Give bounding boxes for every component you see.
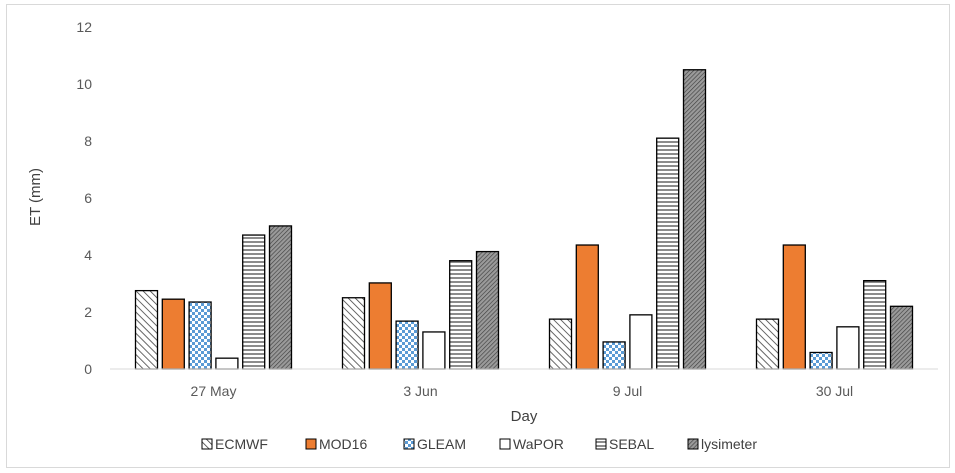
- legend-label-mod16: MOD16: [319, 436, 367, 452]
- x-tick-label: 30 Jul: [816, 383, 853, 399]
- bar-wapor-3-jun: [422, 331, 446, 370]
- legend-label-sebal: SEBAL: [609, 436, 654, 452]
- bar-mod16-27-may: [161, 298, 185, 370]
- bar-wapor-27-may: [215, 357, 239, 370]
- bar-gleam-30-jul: [809, 351, 833, 370]
- legend-swatch-mod16: [305, 438, 317, 450]
- bar-sebal-9-jul: [656, 137, 680, 370]
- bar-series: [134, 69, 914, 370]
- bar-lysimeter-27-may: [268, 225, 293, 370]
- y-axis-title: ET (mm): [27, 168, 44, 226]
- legend: ECMWF MOD16 GLEAM WaPOR SEBAL lysimeter: [201, 436, 757, 452]
- bar-sebal-3-jun: [449, 260, 473, 370]
- legend-swatch-lysimeter: [687, 438, 699, 450]
- legend-label-wapor: WaPOR: [513, 436, 564, 452]
- bar-wapor-30-jul: [836, 326, 860, 370]
- bar-ecmwf-9-jul: [548, 318, 573, 370]
- bar-mod16-3-jun: [368, 282, 392, 370]
- y-axis-tick-labels: 0 2 4 6 8 10 12: [76, 19, 92, 377]
- x-axis-title: Day: [511, 408, 538, 425]
- y-tick-label: 12: [76, 19, 92, 35]
- y-tick-label: 0: [84, 361, 92, 377]
- bar-lysimeter-9-jul: [682, 69, 707, 370]
- legend-label-ecmwf: ECMWF: [215, 436, 268, 452]
- legend-swatch-gleam: [403, 438, 415, 450]
- bar-sebal-27-may: [242, 234, 266, 370]
- bar-wapor-9-jul: [629, 314, 653, 370]
- y-tick-label: 4: [84, 247, 92, 263]
- bar-ecmwf-30-jul: [755, 318, 780, 370]
- y-tick-label: 2: [84, 304, 92, 320]
- legend-label-gleam: GLEAM: [417, 436, 466, 452]
- y-tick-label: 8: [84, 133, 92, 149]
- bar-lysimeter-30-jul: [889, 305, 914, 370]
- bar-ecmwf-3-jun: [341, 297, 366, 370]
- bar-mod16-9-jul: [575, 244, 599, 370]
- chart-frame: [6, 4, 950, 468]
- x-tick-label: 27 May: [191, 383, 237, 399]
- bar-lysimeter-3-jun: [475, 250, 500, 370]
- bar-sebal-30-jul: [863, 279, 887, 370]
- legend-swatch-ecmwf: [201, 438, 213, 450]
- bar-gleam-27-may: [188, 301, 212, 370]
- legend-swatch-wapor: [499, 438, 511, 450]
- x-axis-tick-labels: 27 May 3 Jun 9 Jul 30 Jul: [191, 383, 854, 399]
- legend-swatch-sebal: [595, 438, 607, 450]
- y-tick-label: 10: [76, 76, 92, 92]
- x-tick-label: 3 Jun: [403, 383, 437, 399]
- x-tick-label: 9 Jul: [613, 383, 643, 399]
- legend-label-lysimeter: lysimeter: [701, 436, 757, 452]
- y-tick-label: 6: [84, 190, 92, 206]
- bar-gleam-3-jun: [395, 320, 419, 370]
- bar-gleam-9-jul: [602, 341, 626, 370]
- bar-ecmwf-27-may: [134, 289, 159, 370]
- bar-mod16-30-jul: [782, 244, 806, 370]
